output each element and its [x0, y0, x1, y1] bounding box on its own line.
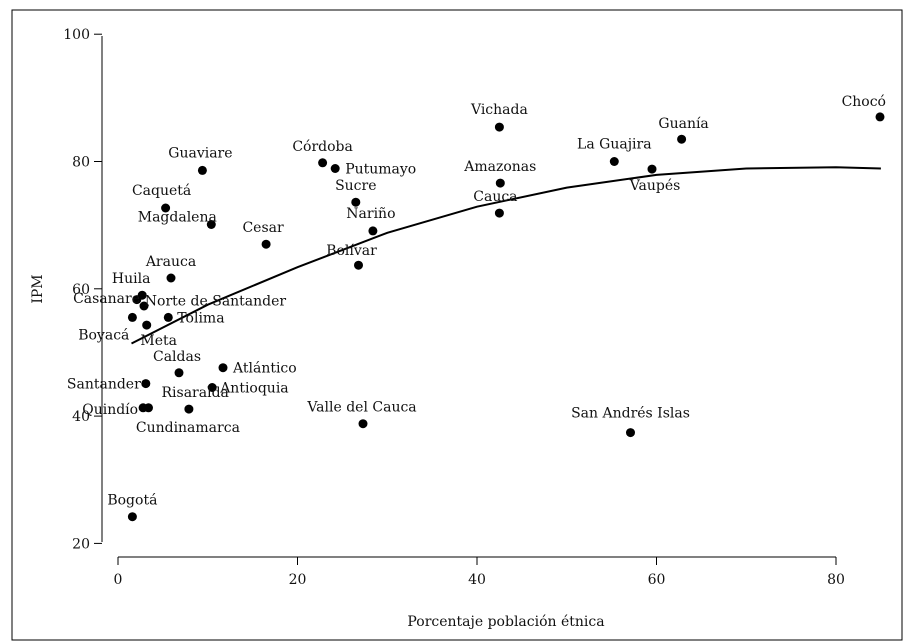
- point-label: La Guajira: [577, 137, 652, 153]
- data-point: [141, 379, 151, 389]
- data-point: [206, 220, 216, 229]
- point-label: Cesar: [242, 220, 284, 236]
- data-point: [142, 320, 152, 330]
- point-label: Huila: [112, 271, 151, 287]
- point-label: Córdoba: [292, 139, 353, 155]
- data-point: [351, 197, 361, 207]
- point-label: Bogotá: [107, 493, 157, 509]
- point-label: Caldas: [153, 349, 201, 365]
- point-labels: Chocó Vichada Guanía La Guajira Vaupés Amazon…: [67, 94, 886, 509]
- point-label: Vichada: [470, 102, 528, 118]
- x-tick-label: 20: [289, 572, 307, 588]
- data-point: [127, 512, 137, 522]
- fit-line: [131, 166, 881, 345]
- x-tick-label: 80: [827, 572, 845, 588]
- point-label: Guanía: [658, 116, 708, 132]
- data-point: [354, 260, 363, 270]
- point-label: Boyacá: [78, 327, 129, 343]
- x-tick-label: 0: [114, 572, 123, 588]
- point-label: Antioquia: [219, 381, 288, 397]
- point-label: Arauca: [145, 254, 196, 270]
- x-ticks: 0 20 40 60 80: [114, 557, 845, 588]
- data-point: [132, 295, 142, 305]
- data-point: [677, 134, 687, 144]
- y-tick-label: 20: [72, 536, 90, 552]
- point-label: San Andrés Islas: [571, 406, 690, 422]
- data-point: [261, 239, 271, 249]
- data-point: [166, 273, 176, 283]
- data-point: [127, 312, 137, 322]
- data-point: [218, 363, 228, 373]
- point-label: Magdalena: [138, 210, 217, 226]
- y-tick-label: 100: [63, 27, 90, 43]
- point-label: Quindío: [82, 402, 138, 418]
- data-point: [368, 226, 378, 236]
- point-label: Tolima: [177, 310, 224, 326]
- y-tick-label: 80: [72, 155, 90, 171]
- x-tick-label: 40: [468, 572, 486, 588]
- data-point: [495, 178, 505, 188]
- point-label: Meta: [140, 333, 177, 349]
- y-ticks: 20 40 60 80 100: [63, 27, 102, 552]
- chart-frame: [11, 9, 903, 641]
- point-label: Cauca: [473, 189, 517, 205]
- point-label: Atlántico: [232, 361, 297, 377]
- data-point: [163, 312, 173, 322]
- point-label: Guaviare: [168, 145, 232, 161]
- point-label: Caquetá: [132, 183, 191, 199]
- data-point: [197, 165, 207, 175]
- data-points: [127, 112, 885, 522]
- point-label: Norte de Santander: [145, 294, 287, 310]
- point-label: Nariño: [346, 206, 395, 222]
- data-point: [626, 428, 635, 438]
- y-axis-label: IPM: [30, 274, 46, 303]
- point-label: Santander: [67, 377, 141, 393]
- point-label: Valle del Cauca: [306, 400, 416, 416]
- x-axis-label: Porcentaje población étnica: [407, 614, 604, 630]
- point-label: Chocó: [842, 94, 886, 110]
- data-point: [138, 403, 148, 413]
- point-label: Vaupés: [629, 178, 681, 194]
- data-point: [494, 208, 504, 218]
- point-label: Amazonas: [463, 159, 536, 175]
- data-point: [647, 164, 657, 174]
- data-point: [161, 203, 171, 213]
- data-point: [207, 383, 217, 392]
- x-tick-label: 60: [648, 572, 666, 588]
- y-tick-label: 60: [72, 282, 90, 298]
- data-point: [875, 112, 885, 122]
- data-point: [184, 404, 194, 414]
- point-label: Sucre: [335, 178, 376, 194]
- data-point: [609, 157, 619, 166]
- y-tick-label: 40: [72, 409, 90, 425]
- point-label: Risaralda: [162, 385, 229, 401]
- data-point: [358, 419, 368, 429]
- point-label: Bolívar: [326, 243, 377, 259]
- data-point: [494, 122, 504, 132]
- point-label: Putumayo: [345, 162, 416, 178]
- data-point: [318, 158, 328, 168]
- point-label: Casanare: [73, 291, 140, 307]
- point-label: Cundinamarca: [136, 420, 240, 436]
- data-point: [330, 164, 340, 173]
- data-point: [174, 368, 184, 378]
- data-point: [139, 301, 149, 311]
